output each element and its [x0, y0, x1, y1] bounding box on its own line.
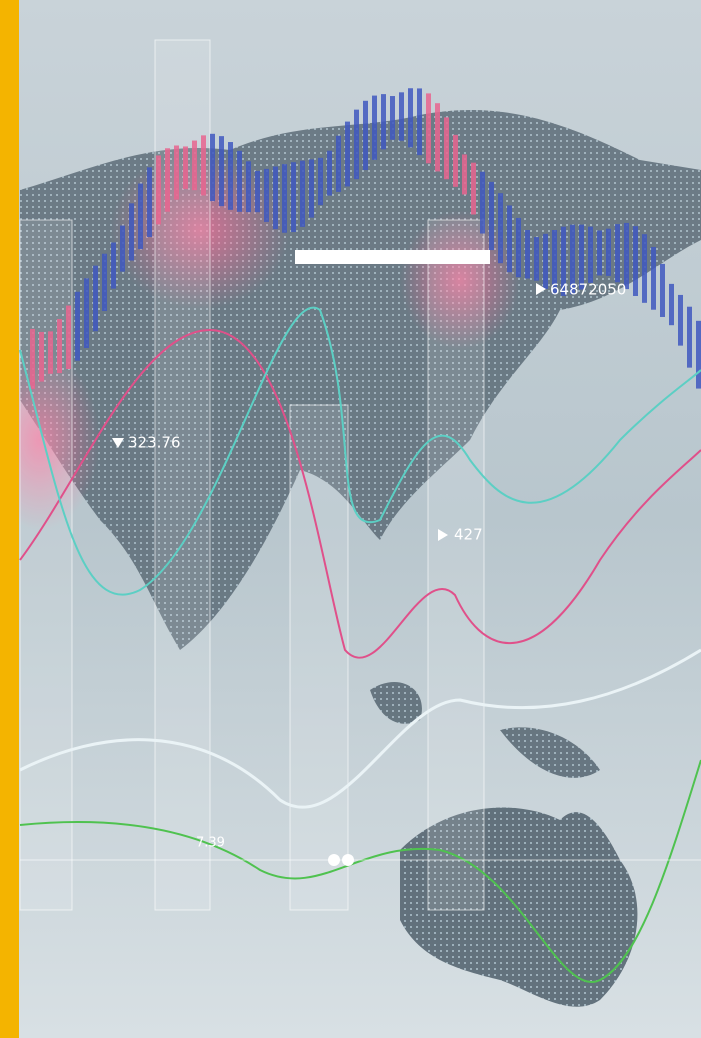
highlight-bar	[295, 250, 490, 264]
marker	[342, 854, 354, 866]
candle	[525, 230, 530, 279]
candle	[516, 218, 521, 277]
candle	[669, 284, 674, 325]
candle	[228, 142, 233, 210]
candle	[507, 205, 512, 272]
candle	[444, 117, 449, 179]
candle	[372, 96, 377, 160]
candle	[174, 145, 179, 199]
candle	[255, 171, 260, 212]
candle	[642, 234, 647, 303]
candle	[633, 226, 638, 296]
candle	[363, 101, 368, 170]
page: 323.76 64872050 427 7.39 (() => { const …	[0, 0, 701, 1038]
candle	[66, 306, 71, 369]
candle	[651, 247, 656, 310]
candle	[129, 203, 134, 260]
candle	[111, 243, 116, 289]
candle	[147, 167, 152, 237]
candle	[210, 134, 215, 201]
candle	[102, 254, 107, 311]
candle	[615, 224, 620, 282]
candle	[660, 264, 665, 317]
candle	[678, 295, 683, 346]
candle	[597, 231, 602, 276]
candle	[75, 292, 80, 361]
value-label: 7.39	[196, 836, 225, 851]
candle	[309, 159, 314, 217]
illustration: 323.76 64872050 427 7.39	[0, 0, 701, 1038]
candle	[273, 166, 278, 229]
candle	[39, 332, 44, 382]
candle	[480, 172, 485, 234]
value-label: 323.76	[128, 434, 181, 452]
candle	[543, 234, 548, 289]
candle	[453, 135, 458, 187]
candle	[138, 184, 143, 250]
candle	[588, 227, 593, 283]
candle	[246, 161, 251, 212]
candle	[93, 266, 98, 332]
value-label: 64872050	[550, 281, 626, 299]
candle	[624, 223, 629, 289]
candle	[435, 103, 440, 171]
candle	[300, 161, 305, 227]
candle	[390, 96, 395, 140]
candle	[201, 135, 206, 195]
candle	[291, 162, 296, 232]
candle	[120, 226, 125, 272]
candle	[471, 163, 476, 215]
candle	[381, 94, 386, 149]
candle	[57, 319, 62, 373]
candle	[156, 155, 161, 224]
candle	[426, 93, 431, 163]
candle	[84, 278, 89, 348]
accent-bar	[0, 0, 19, 1038]
candle	[417, 88, 422, 155]
candle	[30, 329, 35, 389]
candle	[345, 122, 350, 187]
candle	[498, 193, 503, 263]
candle	[462, 154, 467, 194]
candle	[237, 151, 242, 212]
value-label: 427	[454, 526, 483, 544]
candle	[399, 92, 404, 140]
candle	[192, 141, 197, 191]
candle	[534, 237, 539, 281]
candle	[489, 182, 494, 250]
candle	[282, 164, 287, 233]
candle	[354, 110, 359, 179]
candle	[336, 136, 341, 192]
marker	[328, 854, 340, 866]
candle	[408, 88, 413, 147]
candle	[48, 331, 53, 373]
candle	[219, 136, 224, 206]
candle	[327, 151, 332, 196]
candle	[183, 146, 188, 188]
candle	[687, 307, 692, 368]
candle	[264, 169, 269, 222]
candle	[318, 158, 323, 205]
candle	[606, 229, 611, 276]
candle	[696, 321, 701, 389]
candle	[165, 148, 170, 211]
